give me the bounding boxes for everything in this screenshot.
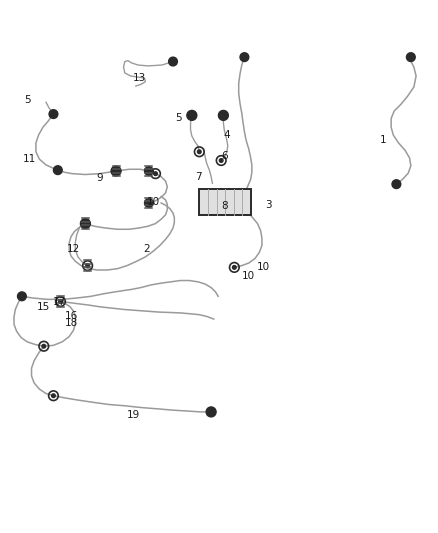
Circle shape xyxy=(59,300,62,303)
Circle shape xyxy=(154,172,157,175)
Text: 5: 5 xyxy=(175,112,182,123)
Text: 10: 10 xyxy=(257,262,270,272)
Text: 17: 17 xyxy=(53,297,66,308)
Text: 18: 18 xyxy=(64,318,78,328)
Circle shape xyxy=(209,410,213,414)
Bar xyxy=(199,189,251,215)
Circle shape xyxy=(53,166,62,174)
Text: 3: 3 xyxy=(265,200,272,210)
Circle shape xyxy=(219,159,223,163)
Circle shape xyxy=(52,394,55,398)
Circle shape xyxy=(198,150,201,154)
Text: 10: 10 xyxy=(147,197,160,207)
Text: 9: 9 xyxy=(96,173,103,183)
Circle shape xyxy=(392,180,401,189)
Circle shape xyxy=(42,344,46,348)
Text: 15: 15 xyxy=(37,302,50,312)
Circle shape xyxy=(222,114,225,117)
Circle shape xyxy=(145,167,153,175)
Text: 1: 1 xyxy=(380,135,387,146)
Circle shape xyxy=(18,292,26,301)
Circle shape xyxy=(169,57,177,66)
Text: 19: 19 xyxy=(127,409,140,419)
Circle shape xyxy=(112,167,120,175)
Text: 11: 11 xyxy=(23,154,36,164)
Text: 10: 10 xyxy=(242,271,255,281)
Circle shape xyxy=(84,222,87,225)
Circle shape xyxy=(114,169,118,173)
Circle shape xyxy=(190,114,194,117)
Text: 2: 2 xyxy=(143,244,150,254)
Circle shape xyxy=(81,219,90,228)
Text: 8: 8 xyxy=(221,201,228,211)
Circle shape xyxy=(145,199,153,207)
Circle shape xyxy=(406,53,415,61)
Text: 5: 5 xyxy=(24,95,31,105)
Text: 16: 16 xyxy=(64,311,78,320)
Text: 6: 6 xyxy=(221,151,228,161)
Circle shape xyxy=(207,408,215,416)
Text: 7: 7 xyxy=(194,172,201,182)
Text: 13: 13 xyxy=(133,73,146,83)
Circle shape xyxy=(86,264,89,268)
Circle shape xyxy=(219,111,228,120)
Circle shape xyxy=(233,265,236,269)
Text: 4: 4 xyxy=(223,130,230,140)
Circle shape xyxy=(187,111,196,120)
Circle shape xyxy=(49,110,58,118)
Text: 12: 12 xyxy=(67,244,80,254)
Circle shape xyxy=(240,53,249,61)
